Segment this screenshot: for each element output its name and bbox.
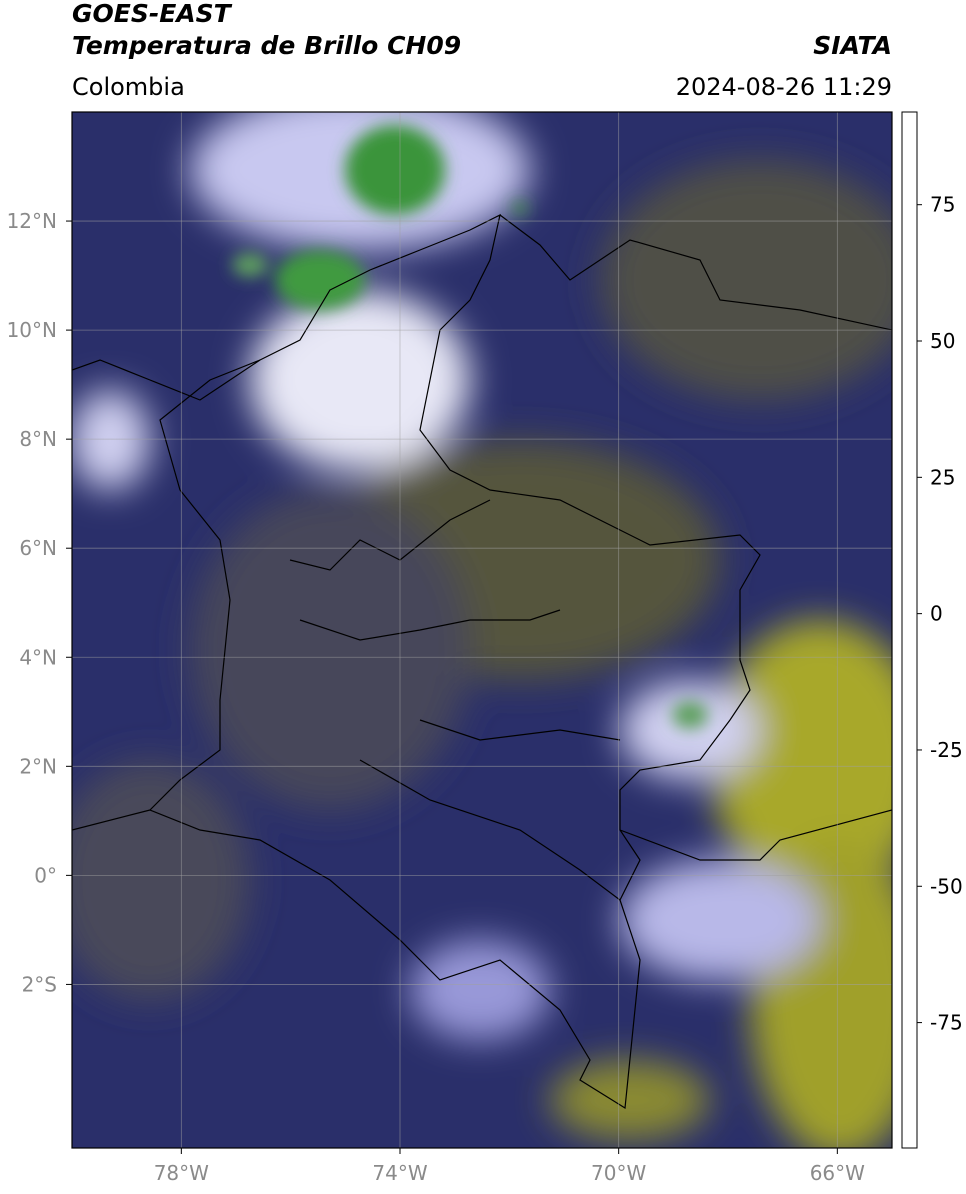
y-tick-label: 10°N	[7, 318, 57, 342]
title: GOES-EAST	[72, 0, 233, 28]
colorbar-tick-label: 25	[930, 465, 955, 489]
y-tick-label: 6°N	[19, 536, 57, 560]
y-tick-label: 2°S	[22, 972, 57, 996]
source: SIATA	[813, 31, 892, 60]
colorbar-tick-label: 50	[930, 329, 955, 353]
colorbar-tick-label: -25	[930, 738, 963, 762]
x-tick-label: 78°W	[154, 1161, 209, 1185]
colorbar-tick-label: -75	[930, 1011, 963, 1035]
y-tick-label: 4°N	[19, 645, 57, 669]
x-tick-label: 66°W	[810, 1161, 865, 1185]
colorbar-tick-label: 75	[930, 193, 955, 217]
x-tick-label: 74°W	[372, 1161, 427, 1185]
colorbar-tick-label: 0	[930, 602, 943, 626]
y-tick-label: 12°N	[7, 209, 57, 233]
map-frame	[71, 111, 893, 1149]
satellite-image	[72, 112, 892, 1148]
y-tick-label: 8°N	[19, 427, 57, 451]
colorbar-tick-label: -50	[930, 874, 963, 898]
graticule	[72, 112, 892, 1148]
borders	[72, 213, 892, 1110]
y-tick-label: 0°	[34, 863, 57, 887]
cold-cloud-tops	[232, 125, 708, 729]
datetime: 2024-08-26 11:29	[676, 73, 892, 101]
colorbar: 75 50 25 0 -25 -50 -75	[901, 111, 963, 1149]
y-tick-label: 2°N	[19, 754, 57, 778]
axes: 78°W 74°W 70°W 66°W 12°N 10°N 8°N 6°N 4°N 2°N 0° 2°…	[7, 209, 866, 1185]
subtitle: Temperatura de Brillo CH09	[72, 31, 461, 60]
region: Colombia	[72, 73, 185, 101]
colorbar-scale	[901, 111, 918, 1149]
x-tick-label: 70°W	[591, 1161, 646, 1185]
